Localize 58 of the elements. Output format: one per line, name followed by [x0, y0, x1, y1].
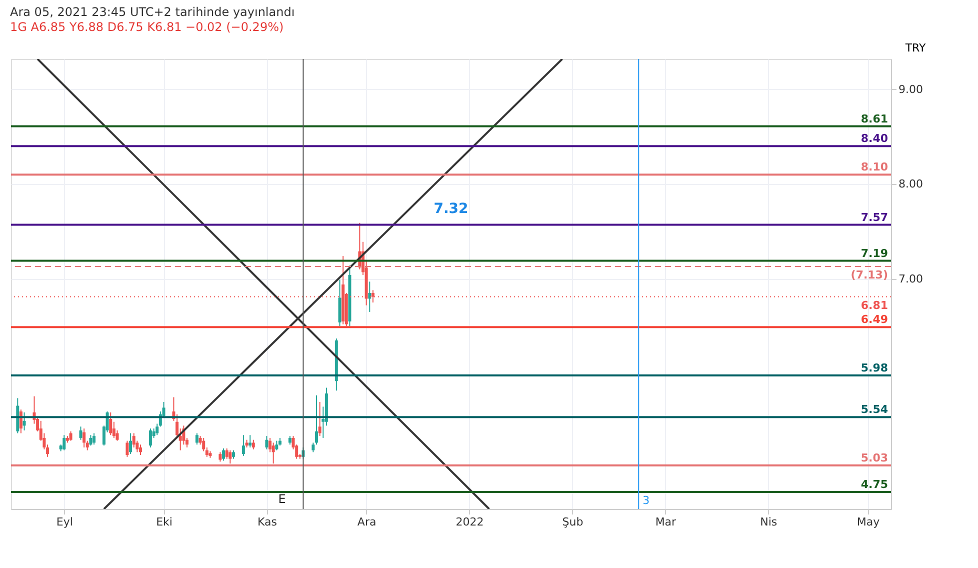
candlestick	[82, 428, 86, 448]
candlestick	[315, 394, 318, 446]
candlestick	[109, 412, 112, 436]
candlestick	[195, 432, 198, 446]
candlestick	[218, 452, 222, 462]
candlestick	[79, 426, 82, 440]
ref-line-label: (7.13)	[850, 268, 888, 282]
candlestick	[126, 440, 129, 458]
candlestick	[92, 432, 96, 446]
annotation: 7.32	[434, 201, 468, 217]
chart-subtitle: 1G A6.85 Y6.88 D6.75 K6.81 −0.02 (−0.29%)	[10, 20, 284, 34]
candlestick	[368, 281, 372, 312]
candlestick	[272, 442, 275, 464]
candlestick	[248, 434, 252, 448]
ref-line-label: 5.03	[860, 451, 888, 464]
candlestick	[139, 444, 142, 456]
candlestick	[148, 428, 152, 448]
annotation: E	[278, 492, 286, 506]
ref-line-label: 7.19	[860, 246, 888, 260]
ref-line-label: 5.54	[860, 403, 888, 416]
x-tick-label: Nis	[760, 516, 778, 528]
ref-line-label: 4.75	[860, 478, 888, 491]
candlestick	[89, 434, 92, 446]
x-tick-label: Şub	[562, 516, 584, 528]
candlestick	[132, 432, 136, 448]
y-tick-label: 8.00	[898, 178, 923, 191]
candlestick	[242, 434, 245, 456]
x-tick-label: Kas	[257, 516, 278, 528]
candlestick	[275, 440, 278, 451]
candlestick	[228, 450, 232, 464]
ref-line-label: 3	[642, 494, 650, 507]
ref-line-label: 8.40	[860, 132, 888, 146]
x-tick-label: May	[856, 516, 880, 528]
candlestick	[252, 439, 255, 450]
y-axis-title: TRY	[904, 42, 926, 54]
candlestick	[312, 442, 315, 453]
candlestick	[22, 412, 26, 431]
ref-line-label: 5.98	[860, 361, 888, 374]
ref-line-label: 6.49	[860, 313, 888, 326]
candlestick	[222, 448, 226, 462]
ref-line-label: 8.61	[860, 112, 888, 126]
x-tick-label: Mar	[655, 516, 677, 528]
x-tick-label: Ara	[357, 516, 376, 528]
x-tick-label: 2022	[456, 516, 484, 528]
candlestick	[129, 432, 132, 455]
candlestick	[225, 448, 228, 460]
ref-line-label: 6.81	[860, 298, 888, 312]
x-tick-label: Eyl	[56, 516, 73, 528]
candlestick	[69, 430, 72, 442]
y-tick-label: 7.00	[898, 272, 923, 286]
x-tick-label: Eki	[156, 516, 172, 528]
y-tick-label: 9.00	[898, 82, 923, 96]
ref-line-label: 7.57	[860, 210, 888, 224]
chart-title: Ara 05, 2021 23:45 UTC+2 tarihinde yayınlandı	[10, 5, 295, 19]
candlestick	[318, 401, 322, 437]
candlestick	[265, 436, 268, 450]
candlestick	[62, 434, 66, 451]
ref-line-label: 8.10	[860, 160, 888, 174]
